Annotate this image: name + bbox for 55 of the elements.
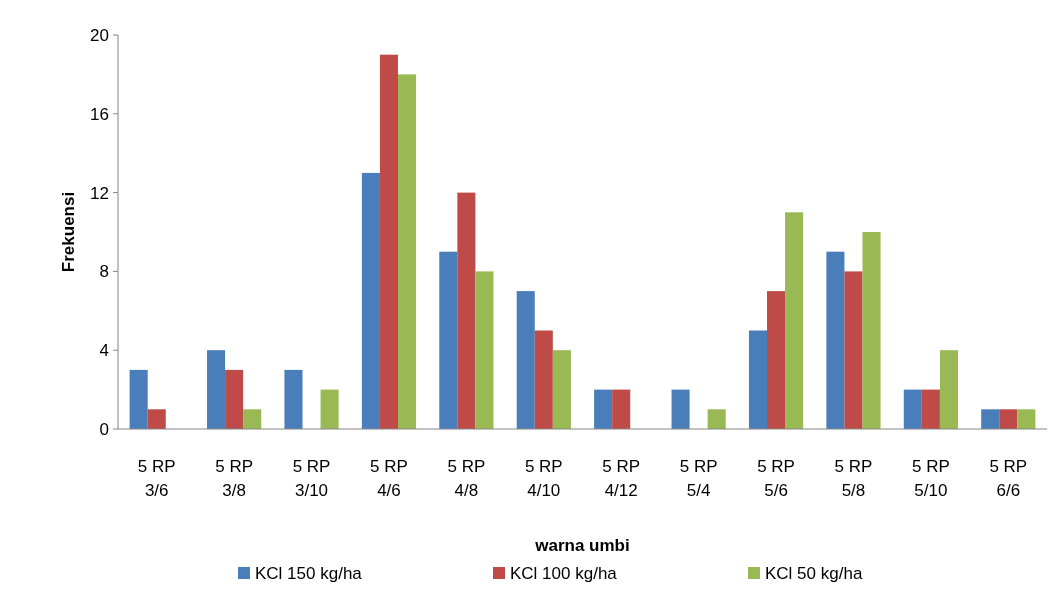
x-tick-label: 5 RP 3/6 bbox=[137, 457, 176, 500]
bar bbox=[903, 389, 922, 429]
bar bbox=[207, 350, 226, 429]
x-tick-label: 5 RP 5/6 bbox=[757, 457, 795, 500]
legend-label: KCl 150 kg/ha bbox=[255, 563, 363, 583]
x-tick-label: 5 RP 4/6 bbox=[370, 457, 408, 500]
bar bbox=[671, 389, 690, 429]
x-tick-label: 5 RP 4/10 bbox=[524, 457, 563, 500]
bar bbox=[129, 369, 148, 429]
x-tick-label: 5 RP 3/10 bbox=[292, 457, 331, 500]
bar bbox=[534, 330, 553, 429]
x-tick-label: 5 RP 5/10 bbox=[911, 457, 950, 500]
bar bbox=[379, 54, 398, 429]
bar bbox=[921, 389, 940, 429]
y-tick-label: 8 bbox=[99, 262, 109, 282]
bar bbox=[243, 409, 262, 429]
x-axis-title: warna umbi bbox=[534, 536, 630, 555]
y-tick-label: 20 bbox=[90, 25, 109, 45]
bar bbox=[397, 74, 417, 429]
x-tick-label: 5 RP 6/6 bbox=[989, 457, 1028, 500]
bar bbox=[516, 291, 535, 429]
bar bbox=[981, 409, 1000, 429]
bar bbox=[1017, 409, 1036, 429]
bar bbox=[707, 409, 726, 429]
bar bbox=[767, 291, 786, 429]
bar bbox=[844, 271, 863, 429]
bar bbox=[284, 369, 303, 429]
y-axis-title: Frekuensi bbox=[59, 191, 78, 273]
x-tick-label: 5 RP 5/4 bbox=[679, 457, 718, 500]
bar bbox=[862, 232, 881, 429]
y-tick-label: 16 bbox=[90, 104, 109, 124]
legend-label: KCl 100 kg/ha bbox=[510, 563, 618, 583]
bar bbox=[475, 271, 494, 429]
x-tick-label: 5 RP 4/12 bbox=[602, 457, 641, 500]
y-tick-label: 12 bbox=[90, 183, 109, 203]
bar bbox=[594, 389, 613, 429]
bar bbox=[361, 172, 380, 429]
bar bbox=[147, 409, 166, 429]
y-tick-label: 4 bbox=[99, 341, 109, 361]
y-tick-label: 0 bbox=[99, 419, 109, 439]
bar bbox=[748, 330, 768, 429]
bar bbox=[612, 389, 631, 429]
legend-label: KCl 50 kg/ha bbox=[765, 563, 863, 583]
bar bbox=[439, 251, 458, 429]
x-tick-label: 5 RP 4/8 bbox=[447, 457, 486, 500]
bar bbox=[785, 212, 804, 429]
bar bbox=[320, 389, 339, 429]
x-tick-label: 5 RP 3/8 bbox=[215, 457, 254, 500]
bar bbox=[999, 409, 1018, 429]
bar bbox=[939, 350, 958, 429]
bar bbox=[225, 369, 244, 429]
bar bbox=[457, 192, 476, 429]
x-tick-label: 5 RP 5/8 bbox=[834, 457, 873, 500]
bar bbox=[552, 350, 571, 429]
bar bbox=[826, 251, 845, 429]
